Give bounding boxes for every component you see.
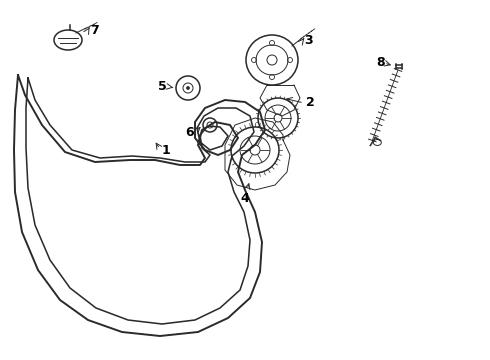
Text: 2: 2 (306, 96, 315, 109)
Text: 4: 4 (241, 192, 249, 205)
Text: 7: 7 (90, 23, 99, 36)
Text: 8: 8 (376, 55, 385, 68)
Text: 3: 3 (304, 33, 313, 46)
Ellipse shape (187, 86, 190, 90)
Text: 5: 5 (158, 80, 167, 93)
Text: 1: 1 (162, 144, 171, 157)
Text: 6: 6 (185, 126, 194, 139)
